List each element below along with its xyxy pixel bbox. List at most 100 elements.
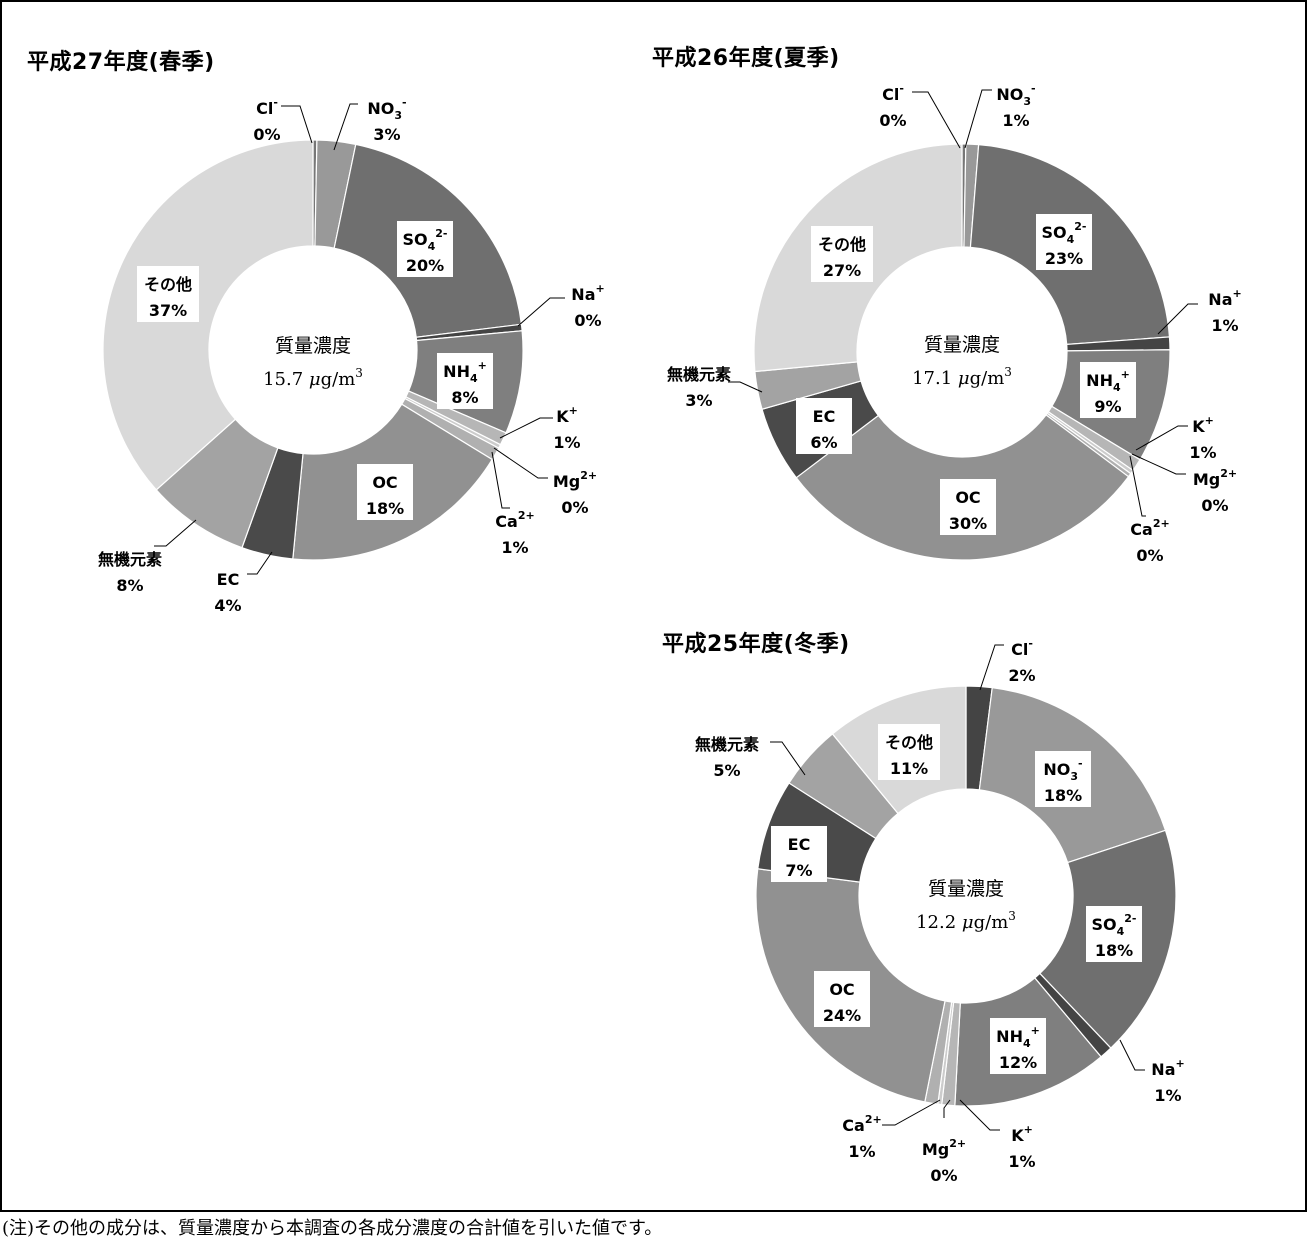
spring-center-label: 質量濃度 <box>275 335 351 357</box>
spring-label-na-leader <box>517 297 565 327</box>
spring-label-ec-name: EC <box>217 570 240 589</box>
summer-label-mg-name: Mg2+ <box>1193 467 1237 489</box>
spring-label-cl-leader <box>281 105 313 144</box>
summer-label-nh4-percent: 9% <box>1094 397 1121 416</box>
winter-label-so4-name: SO42- <box>1091 912 1136 938</box>
summer-label-so4-box <box>1036 214 1092 270</box>
winter-label-mg-name: Mg2+ <box>922 1137 966 1159</box>
winter-label-oc-box <box>814 971 870 1027</box>
winter-label-ec-name: EC <box>788 835 811 854</box>
spring-label-other: その他 37% <box>137 266 199 322</box>
spring-center-value: 15.7 μg/m3 <box>263 366 363 390</box>
winter-label-mg-percent: 0% <box>930 1166 957 1185</box>
summer-label-oc-name: OC <box>955 488 980 507</box>
winter-label-no3-percent: 18% <box>1044 786 1082 805</box>
summer-label-mg: Mg2+ 0% <box>1131 453 1237 515</box>
chart-title-winter: 平成25年度(冬季) <box>662 632 850 657</box>
summer-label-inorganic-name: 無機元素 <box>667 365 731 384</box>
winter-label-k: K+ 1% <box>959 1099 1036 1171</box>
summer-label-ca-percent: 0% <box>1136 546 1163 565</box>
summer-label-ec-box <box>796 398 852 454</box>
winter-center-value: 12.2 μg/m3 <box>916 909 1016 933</box>
winter-label-mg-leader <box>943 1099 951 1118</box>
winter-label-no3: NO3- 18% <box>1035 751 1091 807</box>
spring-label-so4: SO42- 20% <box>397 221 453 277</box>
winter-label-other-box <box>878 724 940 780</box>
winter-label-na-leader <box>1119 1039 1145 1071</box>
spring-label-mg-leader <box>493 447 548 479</box>
winter-label-k-name: K+ <box>1011 1123 1033 1145</box>
winter-label-other: その他 11% <box>878 724 940 780</box>
winter-label-no3-name: NO3- <box>1043 757 1082 783</box>
spring-label-na-name: Na+ <box>571 282 604 304</box>
winter-label-cl-name: Cl- <box>1011 637 1033 659</box>
spring-label-mg: Mg2+ 0% <box>493 447 597 517</box>
winter-label-ca-name: Ca2+ <box>842 1113 881 1135</box>
summer-label-other-name: その他 <box>818 235 866 254</box>
spring-label-k-leader <box>499 417 553 439</box>
summer-label-ec: EC 6% <box>796 398 852 454</box>
summer-label-nh4-box <box>1080 362 1136 418</box>
summer-label-so4-percent: 23% <box>1045 249 1083 268</box>
spring-label-other-box <box>137 266 199 322</box>
winter-label-nh4-box <box>990 1018 1046 1074</box>
spring-label-so4-box <box>397 221 453 277</box>
winter-label-so4-percent: 18% <box>1095 941 1133 960</box>
spring-label-oc-percent: 18% <box>366 499 404 518</box>
summer-label-no3-leader <box>964 89 992 149</box>
winter-label-nh4: NH4+ 12% <box>990 1018 1046 1074</box>
spring-label-ec-percent: 4% <box>214 596 241 615</box>
winter-label-oc-percent: 24% <box>823 1006 861 1025</box>
winter-label-inorganic-percent: 5% <box>713 761 740 780</box>
winter-label-inorganic: 無機元素 5% <box>695 735 806 780</box>
spring-label-ca: Ca2+ 1% <box>491 451 535 557</box>
spring-label-inorganic-name: 無機元素 <box>98 550 162 569</box>
winter-label-nh4-percent: 12% <box>999 1053 1037 1072</box>
spring-label-inorganic-leader <box>154 519 197 547</box>
spring-label-cl-percent: 0% <box>253 125 280 144</box>
summer-label-ca-name: Ca2+ <box>1130 517 1169 539</box>
summer-label-ec-name: EC <box>813 407 836 426</box>
summer-label-cl: Cl- 0% <box>879 82 961 149</box>
spring-label-mg-name: Mg2+ <box>553 469 597 491</box>
winter-label-nh4-name: NH4+ <box>996 1024 1040 1050</box>
summer-label-ca-leader <box>1129 455 1146 517</box>
winter-label-inorganic-name: 無機元素 <box>695 735 759 754</box>
winter-label-so4-box <box>1086 906 1142 962</box>
spring-label-cl-name: Cl- <box>256 96 278 118</box>
spring-label-so4-name: SO42- <box>402 227 447 253</box>
summer-center-value: 17.1 μg/m3 <box>912 365 1012 389</box>
spring-label-other-percent: 37% <box>149 301 187 320</box>
spring-label-inorganic-percent: 8% <box>116 576 143 595</box>
spring-label-k-name: K+ <box>556 404 578 426</box>
winter-label-ca-percent: 1% <box>848 1142 875 1161</box>
spring-label-nh4-box <box>437 353 493 409</box>
summer-label-other-box <box>811 226 873 282</box>
summer-label-na-name: Na+ <box>1208 287 1241 309</box>
summer-label-inorganic-leader <box>728 381 763 393</box>
summer-label-ec-percent: 6% <box>810 433 837 452</box>
summer-label-cl-name: Cl- <box>882 82 904 104</box>
winter-label-cl-percent: 2% <box>1008 666 1035 685</box>
spring-label-oc-name: OC <box>372 473 397 492</box>
summer-label-no3: NO3- 1% <box>964 82 1036 149</box>
summer-label-k-percent: 1% <box>1189 443 1216 462</box>
winter-label-oc: OC 24% <box>814 971 870 1027</box>
spring-label-ec-leader <box>247 551 273 575</box>
summer-label-nh4-name: NH4+ <box>1086 368 1130 394</box>
spring-label-nh4: NH4+ 8% <box>437 353 493 409</box>
spring-label-no3-percent: 3% <box>373 125 400 144</box>
summer-label-oc-box <box>940 479 996 535</box>
summer-label-nh4: NH4+ 9% <box>1080 362 1136 418</box>
spring-label-cl: Cl- 0% <box>253 96 313 144</box>
winter-label-no3-box <box>1035 751 1091 807</box>
winter-label-oc-name: OC <box>829 980 854 999</box>
winter-label-ca: Ca2+ 1% <box>842 1099 941 1161</box>
spring-label-no3: NO3- 3% <box>333 96 407 151</box>
spring-label-oc: OC 18% <box>357 464 413 520</box>
winter-center-label: 質量濃度 <box>928 878 1004 900</box>
spring-label-ec: EC 4% <box>214 551 273 615</box>
spring-label-nh4-name: NH4+ <box>443 359 487 385</box>
summer-label-cl-leader <box>912 91 961 149</box>
